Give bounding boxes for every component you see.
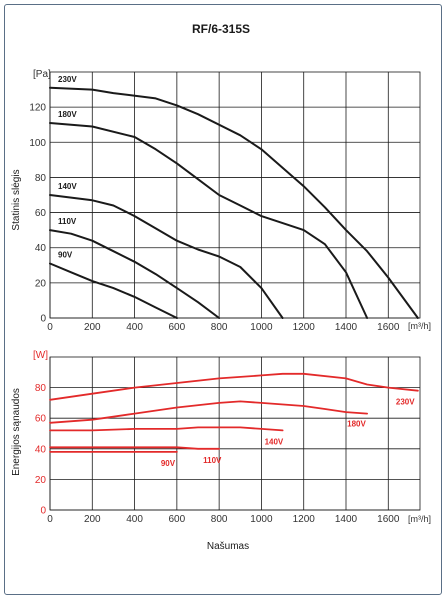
pressure-y-tick-label: 0 (40, 314, 46, 325)
chart-frame (4, 4, 442, 595)
power-x-tick-label: 1200 (293, 514, 316, 525)
power-series: 230V 180V 140V 110V 90V (49, 372, 419, 468)
power-series-140v (49, 426, 284, 432)
power-ticks: 0 200 400 600 800 1000 1200 1400 1600 0 20 40 60 80 (35, 383, 400, 525)
pressure-plot-border (49, 71, 421, 319)
pressure-ticks: 0 200 400 600 800 1000 1200 1400 1600 0 20 40 60 80 10… (29, 103, 400, 333)
pressure-series-label-230v: 230V (58, 75, 77, 84)
power-x-tick-label: 600 (169, 514, 186, 525)
power-series-180v (49, 400, 368, 424)
power-series-label-110v: 110V (203, 456, 222, 465)
pressure-y-tick-label: 40 (35, 243, 47, 254)
power-series-230v (49, 372, 419, 401)
pressure-x-tick-label: 200 (84, 322, 101, 333)
power-x-tick-label: 1600 (377, 514, 400, 525)
pressure-y-label: Statinis slėgis (11, 169, 22, 230)
power-x-tick-label: 1000 (250, 514, 273, 525)
pressure-series-90v (49, 262, 178, 319)
pressure-x-tick-label: 0 (47, 322, 53, 333)
power-y-tick-label: 60 (35, 414, 47, 425)
pressure-series: 230V 180V 140V 110V 90V (49, 75, 419, 319)
power-series-label-140v: 140V (265, 437, 284, 446)
pressure-y-tick-label: 80 (35, 173, 47, 184)
pressure-x-tick-label: 1600 (377, 322, 400, 333)
power-plot-border (49, 356, 421, 511)
pressure-series-140v (49, 194, 284, 319)
pressure-y-tick-label: 20 (35, 278, 47, 289)
pressure-y-tick-label: 60 (35, 208, 47, 219)
pressure-x-tick-label: 400 (126, 322, 143, 333)
pressure-x-tick-label: 800 (211, 322, 228, 333)
power-x-tick-label: 400 (126, 514, 143, 525)
power-series-label-180v: 180V (347, 420, 366, 429)
pressure-chart: [Pa] [m³/h] Statinis slėgis 0 200 400 600 80… (11, 69, 431, 333)
power-y-tick-label: 0 (40, 506, 46, 517)
pressure-series-label-110v: 110V (58, 217, 77, 226)
power-x-tick-label: 200 (84, 514, 101, 525)
pressure-series-110v (49, 229, 221, 319)
power-x-label: Našumas (207, 541, 249, 552)
pressure-x-unit: [m³/h] (408, 321, 431, 331)
power-y-label: Energijos sąnaudos (11, 388, 22, 476)
power-x-tick-label: 0 (47, 514, 53, 525)
pressure-x-tick-label: 1000 (250, 322, 273, 333)
pressure-x-tick-label: 600 (169, 322, 186, 333)
power-y-tick-label: 80 (35, 383, 47, 394)
power-series-110v (49, 446, 220, 450)
power-x-unit: [m³/h] (408, 514, 431, 524)
pressure-series-label-90v: 90V (58, 251, 73, 260)
power-x-tick-label: 1400 (335, 514, 358, 525)
power-x-tick-label: 800 (211, 514, 228, 525)
power-chart: [W] [m³/h] Energijos sąnaudos Našumas 0 2… (11, 350, 431, 552)
pressure-series-label-180v: 180V (58, 110, 77, 119)
power-series-label-230v: 230V (396, 398, 415, 407)
pressure-series-230v (49, 86, 419, 319)
power-series-label-90v: 90V (161, 459, 176, 468)
pressure-grid (49, 71, 421, 319)
pressure-y-tick-label: 120 (29, 103, 46, 114)
pressure-series-label-140v: 140V (58, 182, 77, 191)
pressure-y-unit: [Pa] (33, 69, 51, 80)
pressure-y-tick-label: 100 (29, 138, 46, 149)
power-y-unit: [W] (33, 350, 48, 361)
power-y-tick-label: 20 (35, 475, 47, 486)
power-y-tick-label: 40 (35, 444, 47, 455)
pressure-x-tick-label: 1200 (293, 322, 316, 333)
power-grid (49, 356, 421, 511)
chart-title: RF/6-315S (192, 22, 250, 36)
pressure-series-180v (49, 122, 369, 319)
pressure-x-tick-label: 1400 (335, 322, 358, 333)
